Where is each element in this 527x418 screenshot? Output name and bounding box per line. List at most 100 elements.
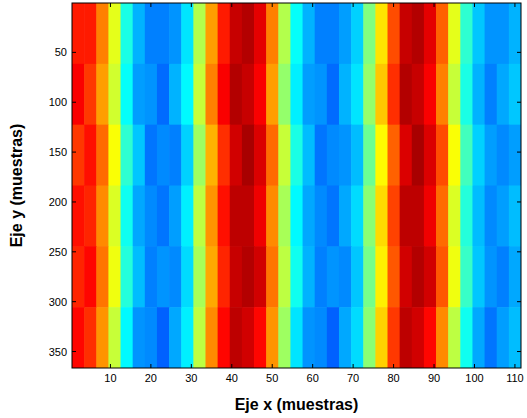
- cell: [157, 3, 170, 64]
- cell: [145, 125, 158, 186]
- cell: [400, 64, 413, 125]
- cell: [315, 307, 328, 368]
- cell: [145, 186, 158, 247]
- cell: [266, 3, 279, 64]
- cell: [388, 125, 401, 186]
- cell: [218, 64, 231, 125]
- cell: [472, 307, 485, 368]
- cell: [254, 125, 267, 186]
- cell: [339, 246, 352, 307]
- cell: [315, 125, 328, 186]
- cell: [108, 307, 121, 368]
- cell: [509, 307, 521, 368]
- x-tick: [150, 3, 151, 7]
- cell: [436, 125, 449, 186]
- cell: [72, 125, 85, 186]
- cell: [400, 3, 413, 64]
- cell: [303, 246, 316, 307]
- cell: [388, 3, 401, 64]
- cell: [181, 246, 194, 307]
- cell: [242, 307, 255, 368]
- cell: [485, 3, 498, 64]
- cell: [400, 307, 413, 368]
- cell: [218, 3, 231, 64]
- cell: [290, 64, 303, 125]
- cell: [230, 3, 243, 64]
- x-tick-label: 20: [145, 372, 157, 384]
- cell: [436, 64, 449, 125]
- y-axis-title: Eje y (muestras): [8, 124, 25, 248]
- cell: [327, 64, 340, 125]
- cell: [472, 64, 485, 125]
- cell: [133, 125, 146, 186]
- cell: [145, 3, 158, 64]
- cell: [303, 186, 316, 247]
- x-tick-label: 10: [104, 372, 116, 384]
- cell: [472, 125, 485, 186]
- x-tick: [110, 364, 111, 368]
- cell: [193, 125, 206, 186]
- cell: [315, 186, 328, 247]
- x-tick: [393, 3, 394, 7]
- cell: [388, 246, 401, 307]
- cell: [351, 307, 364, 368]
- cell: [509, 3, 521, 64]
- cell: [497, 125, 510, 186]
- x-tick-label: 80: [387, 372, 399, 384]
- cell: [448, 125, 461, 186]
- cell: [400, 125, 413, 186]
- cell: [242, 3, 255, 64]
- y-tick-label: 350: [49, 346, 67, 358]
- cell: [242, 125, 255, 186]
- y-tick: [72, 301, 76, 302]
- x-tick: [312, 364, 313, 368]
- y-tick: [517, 201, 521, 202]
- cell: [290, 186, 303, 247]
- cell: [363, 186, 376, 247]
- cell: [412, 246, 425, 307]
- cell: [485, 64, 498, 125]
- cell: [266, 307, 279, 368]
- cell: [96, 3, 109, 64]
- cell: [497, 64, 510, 125]
- cell: [254, 3, 267, 64]
- x-tick: [474, 3, 475, 7]
- cell: [363, 246, 376, 307]
- cell: [327, 125, 340, 186]
- cell: [303, 307, 316, 368]
- cell: [339, 125, 352, 186]
- cell: [290, 246, 303, 307]
- cell: [145, 307, 158, 368]
- cell: [133, 186, 146, 247]
- cell: [351, 246, 364, 307]
- cell: [181, 125, 194, 186]
- x-tick-label: 70: [347, 372, 359, 384]
- cell: [460, 64, 473, 125]
- cell: [218, 307, 231, 368]
- cell: [218, 246, 231, 307]
- cell: [303, 3, 316, 64]
- cell: [72, 307, 85, 368]
- cell: [108, 246, 121, 307]
- cell: [108, 64, 121, 125]
- x-tick-label: 100: [465, 372, 483, 384]
- y-tick-label: 200: [49, 196, 67, 208]
- cell: [472, 246, 485, 307]
- cell: [72, 3, 85, 64]
- cell: [424, 246, 437, 307]
- x-tick: [150, 364, 151, 368]
- cell: [485, 307, 498, 368]
- x-tick: [514, 3, 515, 7]
- x-tick-label: 40: [226, 372, 238, 384]
- cell: [254, 186, 267, 247]
- cell: [193, 307, 206, 368]
- cell: [96, 307, 109, 368]
- cell: [278, 246, 291, 307]
- cell: [145, 64, 158, 125]
- cell: [169, 3, 182, 64]
- x-tick-label: 30: [185, 372, 197, 384]
- cell: [254, 246, 267, 307]
- cell: [363, 3, 376, 64]
- cell: [181, 186, 194, 247]
- cell: [121, 3, 134, 64]
